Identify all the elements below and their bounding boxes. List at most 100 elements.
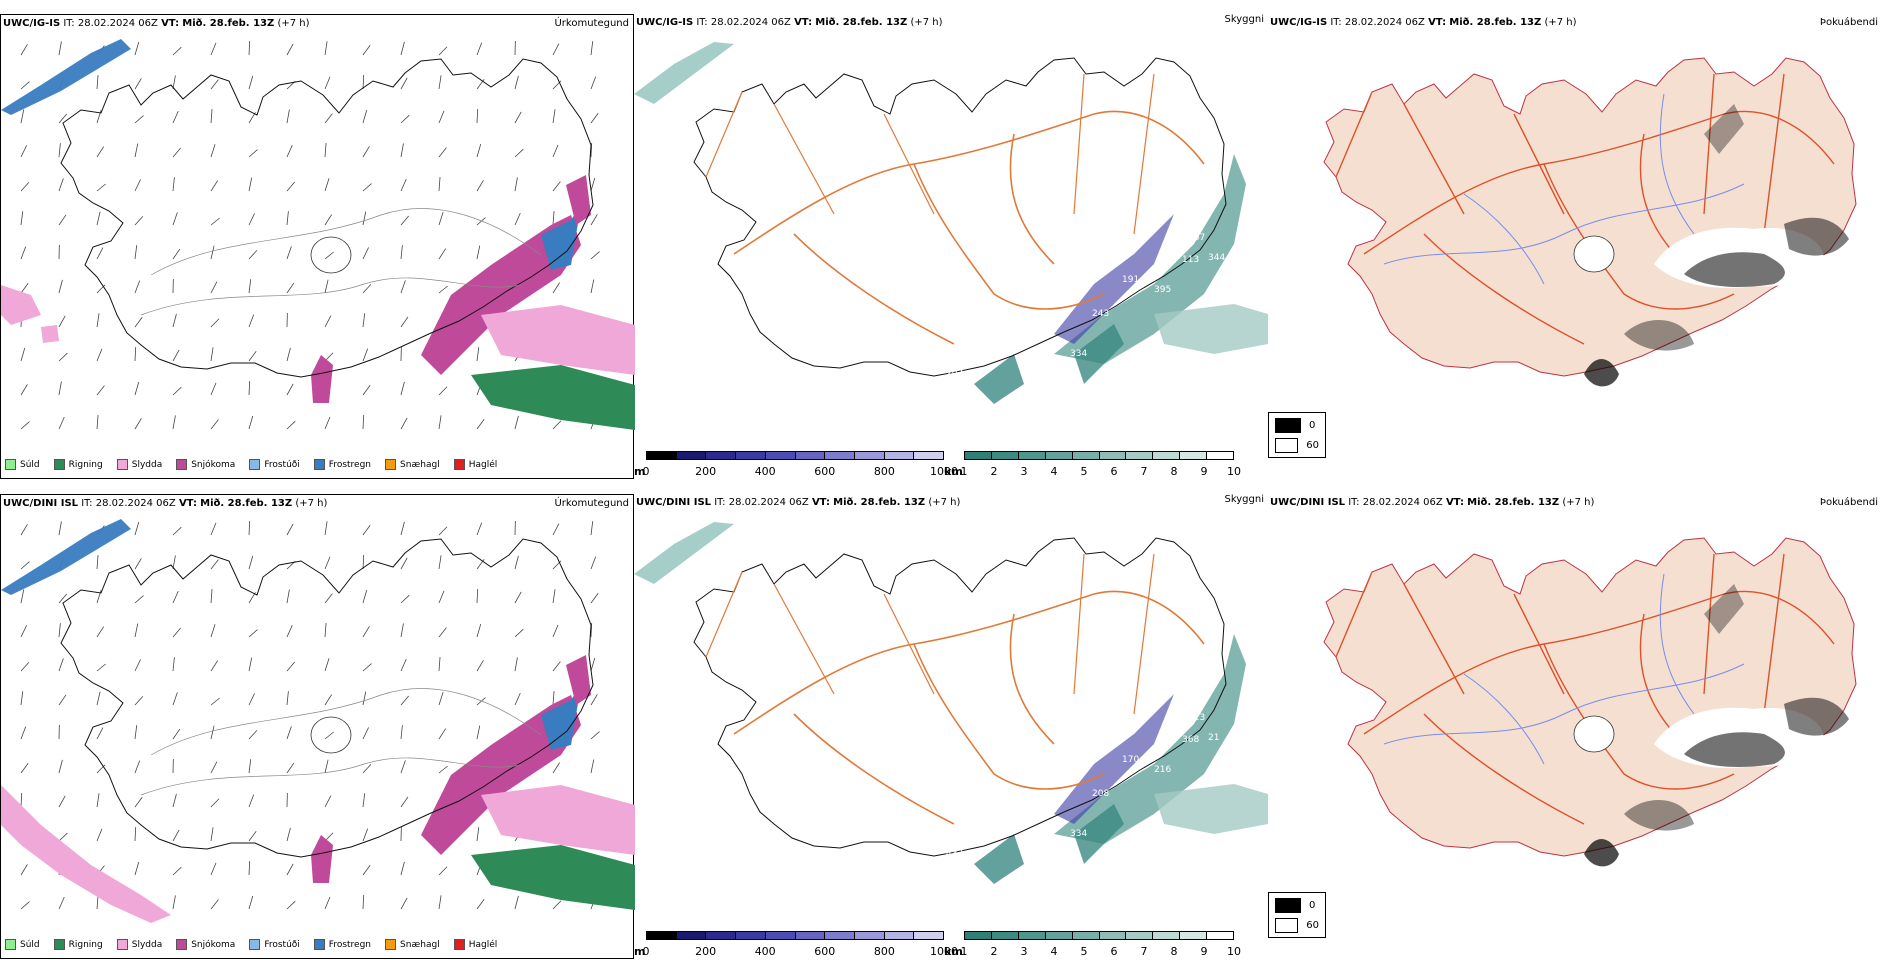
legend-swatch — [117, 939, 128, 950]
legend-label: Slydda — [132, 460, 162, 470]
legend-label: Slydda — [132, 940, 162, 950]
legend-label: Snjókoma — [191, 940, 235, 950]
legend-label: Rigning — [69, 460, 103, 470]
fog-legend-item: 60 — [1275, 438, 1319, 453]
legend-label: Frostregn — [329, 940, 371, 950]
colorbar-tick: 800 — [874, 465, 895, 478]
fog-legend: 0 60 — [1268, 412, 1326, 458]
legend-swatch — [249, 459, 260, 470]
colorbar-tick: 1 — [961, 465, 968, 478]
colorbar-tick: 200 — [695, 465, 716, 478]
visibility-value-label: 157 — [944, 399, 961, 409]
legend-swatch — [176, 459, 187, 470]
colorbar-tick: 5 — [1081, 465, 1088, 478]
visibility-value-label: 344 — [1208, 253, 1225, 263]
colorbar-tick: 0 — [643, 945, 650, 958]
precip-legend-item: Snæhagl — [385, 459, 440, 470]
fog-map — [1268, 14, 1900, 479]
precip-legend-item: Rigning — [54, 939, 103, 950]
legend-label: Haglél — [469, 460, 498, 470]
legend-swatch — [454, 459, 465, 470]
precip-legend-item: Slydda — [117, 939, 162, 950]
legend-label: Súld — [20, 460, 40, 470]
fog-map — [1268, 494, 1900, 959]
precip-legend-item: Súld — [5, 939, 40, 950]
colorbar-tick: 8 — [1171, 945, 1178, 958]
precip-legend-item: Rigning — [54, 459, 103, 470]
colorbar-tick: 400 — [755, 465, 776, 478]
colorbar-tick: 5 — [1081, 945, 1088, 958]
legend-swatch — [176, 939, 187, 950]
visibility-panel: UWC/IG-IS IT: 28.02.2024 06Z VT: Mið. 28… — [634, 14, 1268, 479]
colorbar-tick: 0 — [643, 465, 650, 478]
precip-map — [1, 15, 635, 480]
visibility-value-label: 170 — [1122, 755, 1139, 765]
legend-label: Snæhagl — [400, 460, 440, 470]
colorbar-tick: 6 — [1111, 945, 1118, 958]
colorbar-tick: 600 — [814, 945, 835, 958]
legend-swatch — [117, 459, 128, 470]
legend-label: 60 — [1306, 440, 1319, 451]
legend-label: Rigning — [69, 940, 103, 950]
fog-legend: 0 60 — [1268, 892, 1326, 938]
legend-swatch — [314, 939, 325, 950]
visibility-value-label: 395 — [1154, 285, 1171, 295]
fog-index-panel: UWC/DINI ISL IT: 28.02.2024 06Z VT: Mið.… — [1268, 494, 1900, 959]
colorbar-tick: 2 — [991, 945, 998, 958]
colorbar-tick: 3 — [1021, 945, 1028, 958]
legend-swatch — [1275, 418, 1301, 433]
precip-map — [1, 495, 635, 960]
visibility-value-label: 334 — [1070, 349, 1087, 359]
visibility-panel: UWC/DINI ISL IT: 28.02.2024 06Z VT: Mið.… — [634, 494, 1268, 959]
colorbar-tick: 9 — [1201, 465, 1208, 478]
visibility-value-label: 208 — [1092, 789, 1109, 799]
legend-swatch — [249, 939, 260, 950]
legend-label: 0 — [1309, 420, 1315, 431]
precip-legend-item: Snæhagl — [385, 939, 440, 950]
legend-swatch — [314, 459, 325, 470]
visibility-value-label: 191 — [1122, 275, 1139, 285]
legend-swatch — [385, 459, 396, 470]
visibility-value-label: 21 — [1208, 733, 1219, 743]
visibility-value-label: 207 — [946, 369, 963, 379]
precip-legend-item: Frostúði — [249, 939, 299, 950]
precip-legend-item: Snjókoma — [176, 939, 235, 950]
precip-type-panel: UWC/DINI ISL IT: 28.02.2024 06Z VT: Mið.… — [0, 494, 634, 959]
visibility-value-label: 216 — [1154, 765, 1171, 775]
colorbar-tick: 9 — [1201, 945, 1208, 958]
fog-legend-item: 0 — [1275, 898, 1319, 913]
legend-label: 60 — [1306, 920, 1319, 931]
legend-label: 0 — [1309, 900, 1315, 911]
precip-legend-item: Súld — [5, 459, 40, 470]
legend-swatch — [54, 459, 65, 470]
colorbar-tick: 400 — [755, 945, 776, 958]
colorbar-tick: 600 — [814, 465, 835, 478]
legend-swatch — [54, 939, 65, 950]
precip-legend-item: Haglél — [454, 459, 498, 470]
colorbar-tick: 6 — [1111, 465, 1118, 478]
legend-swatch — [1275, 438, 1298, 453]
legend-swatch — [5, 939, 16, 950]
precip-type-panel: UWC/IG-IS IT: 28.02.2024 06Z VT: Mið. 28… — [0, 14, 634, 479]
colorbar-tick: 1 — [961, 945, 968, 958]
colorbar-tick: 800 — [874, 945, 895, 958]
visibility-value-label: 334 — [1070, 829, 1087, 839]
legend-label: Snjókoma — [191, 460, 235, 470]
legend-swatch — [1275, 898, 1301, 913]
colorbar-tick: 8 — [1171, 465, 1178, 478]
visibility-value-label: 323 — [1188, 713, 1205, 723]
colorbar-tick: 7 — [1141, 945, 1148, 958]
visibility-value-label: 243 — [1092, 309, 1109, 319]
legend-label: Haglél — [469, 940, 498, 950]
precip-legend-item: Frostregn — [314, 939, 371, 950]
legend-swatch — [5, 459, 16, 470]
legend-swatch — [385, 939, 396, 950]
colorbar-tick: 3 — [1021, 465, 1028, 478]
precip-legend-item: Frostúði — [249, 459, 299, 470]
